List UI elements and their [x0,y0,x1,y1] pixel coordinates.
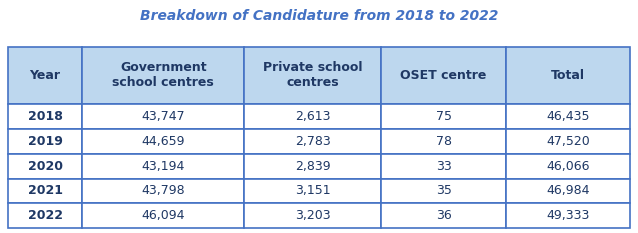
Text: 36: 36 [436,209,452,222]
Text: 2022: 2022 [27,209,63,222]
Text: 43,798: 43,798 [142,185,185,198]
Bar [506,129,630,154]
Text: Total: Total [551,69,585,82]
Bar [244,203,382,228]
Bar [82,178,244,203]
Bar [382,154,506,178]
Text: 2,783: 2,783 [295,135,330,148]
Bar [82,47,244,104]
Bar [506,178,630,203]
Bar [382,104,506,129]
Text: 47,520: 47,520 [546,135,590,148]
Bar [8,104,82,129]
Text: Breakdown of Candidature from 2018 to 2022: Breakdown of Candidature from 2018 to 20… [140,9,498,23]
Text: Private school
centres: Private school centres [263,61,362,89]
Text: 3,151: 3,151 [295,185,330,198]
Text: 46,435: 46,435 [546,110,590,123]
Bar [82,203,244,228]
Bar [244,178,382,203]
Bar [8,154,82,178]
Text: 2,839: 2,839 [295,160,330,173]
Bar [8,47,82,104]
Text: 2,613: 2,613 [295,110,330,123]
Bar [506,104,630,129]
Text: 75: 75 [436,110,452,123]
Text: Year: Year [29,69,61,82]
Bar [506,47,630,104]
Bar [244,129,382,154]
Bar [244,154,382,178]
Bar [382,203,506,228]
Text: OSET centre: OSET centre [401,69,487,82]
Text: 49,333: 49,333 [546,209,590,222]
Text: 43,747: 43,747 [142,110,185,123]
Bar [82,129,244,154]
Bar [82,104,244,129]
Bar [8,129,82,154]
Text: 2020: 2020 [27,160,63,173]
Text: 35: 35 [436,185,452,198]
Text: 46,984: 46,984 [546,185,590,198]
Bar [8,178,82,203]
Text: 43,194: 43,194 [142,160,185,173]
Text: 3,203: 3,203 [295,209,330,222]
Bar [244,47,382,104]
Text: 2018: 2018 [27,110,63,123]
Bar [506,203,630,228]
Bar [382,178,506,203]
Text: 46,066: 46,066 [546,160,590,173]
Text: 78: 78 [436,135,452,148]
Text: Government
school centres: Government school centres [112,61,214,89]
Text: 33: 33 [436,160,452,173]
Bar [382,47,506,104]
Text: 46,094: 46,094 [142,209,185,222]
Text: 2021: 2021 [27,185,63,198]
Bar [8,203,82,228]
Bar [506,154,630,178]
Bar [382,129,506,154]
Text: 44,659: 44,659 [142,135,185,148]
Bar [244,104,382,129]
Text: 2019: 2019 [27,135,63,148]
Bar [82,154,244,178]
